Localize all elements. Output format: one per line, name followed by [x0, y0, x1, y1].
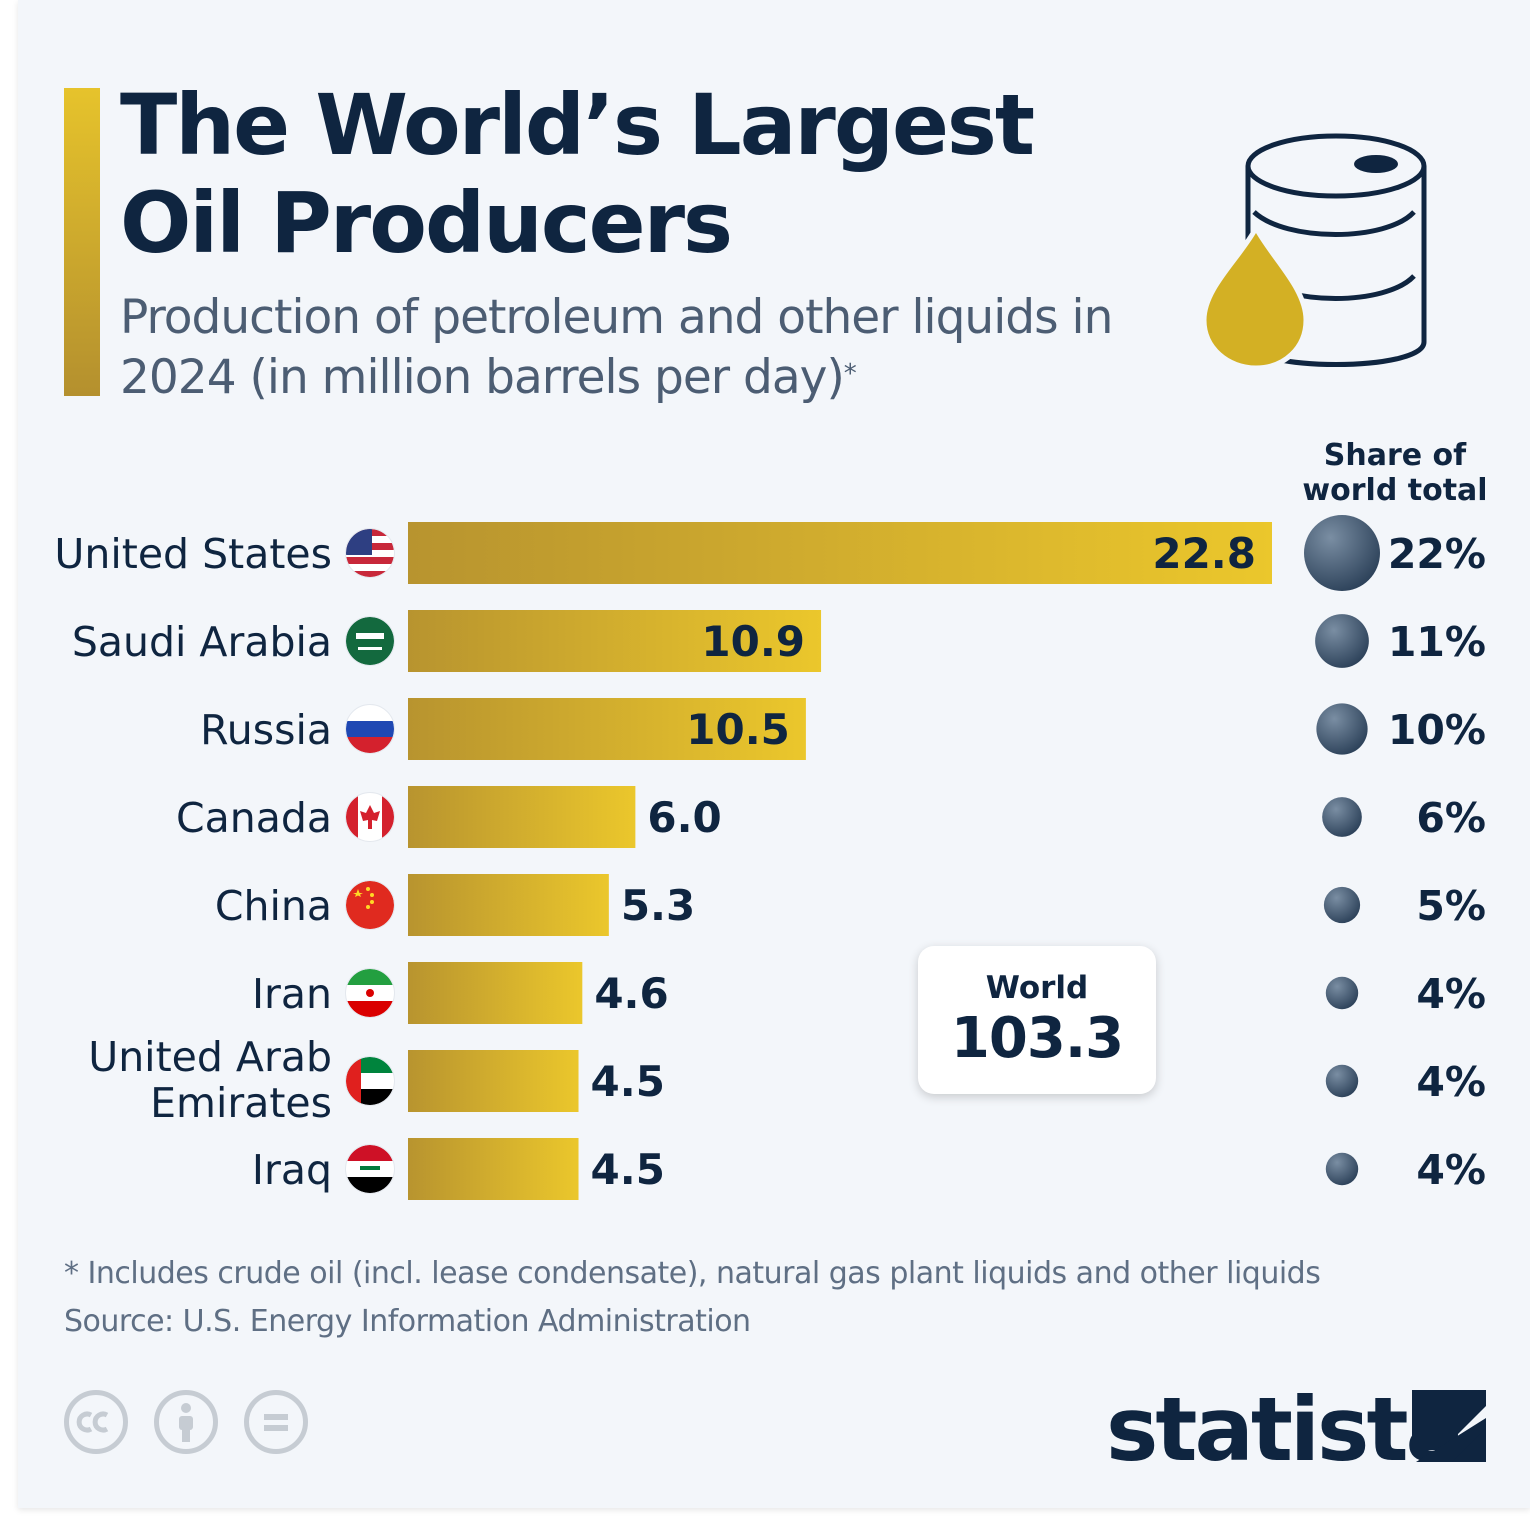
- bar-iran: [408, 962, 583, 1024]
- share-label-saudi-arabia: 11%: [1388, 618, 1486, 666]
- bar-saudi-arabia: [408, 610, 822, 672]
- share-bubble-united-arab-emirates: [1325, 1064, 1359, 1098]
- share-label-canada: 6%: [1416, 794, 1486, 842]
- share-label-united-arab-emirates: 4%: [1416, 1058, 1486, 1106]
- share-label-china: 5%: [1416, 882, 1486, 930]
- value-label-united-states: 22.8: [1152, 529, 1256, 578]
- source-note: Source: U.S. Energy Information Administ…: [64, 1304, 751, 1339]
- category-label-russia: Russia: [200, 706, 332, 754]
- share-bubble-saudi-arabia: [1315, 614, 1369, 668]
- bar-chart: United States 22.8 22% Saudi Arabia 10.9 11% R…: [54, 515, 1486, 1200]
- chart-subtitle: Production of petroleum and other liquid…: [120, 288, 1140, 408]
- share-label-iran: 4%: [1416, 970, 1486, 1018]
- cc-glyph: [76, 1411, 109, 1433]
- attribution-icon[interactable]: [154, 1390, 218, 1454]
- category-label-united-states: United States: [54, 530, 332, 578]
- value-label-iran: 4.6: [594, 969, 668, 1018]
- category-label-iraq: Iraq: [252, 1146, 332, 1194]
- subtitle-footnote-marker: *: [843, 359, 857, 389]
- share-bubble-united-states: [1304, 515, 1380, 591]
- statista-logo-icon: [1412, 1390, 1486, 1462]
- china-flag-icon: [345, 880, 395, 930]
- uae-flag-icon: [345, 1056, 395, 1106]
- share-label-iraq: 4%: [1416, 1146, 1486, 1194]
- share-bubble-china: [1323, 886, 1361, 924]
- iraq-flag-icon: [345, 1144, 395, 1194]
- share-bubble-canada: [1322, 797, 1362, 837]
- subtitle-text: Production of petroleum and other liquid…: [120, 290, 1113, 405]
- value-label-russia: 10.5: [686, 705, 790, 754]
- value-label-united-arab-emirates: 4.5: [591, 1057, 665, 1106]
- value-label-iraq: 4.5: [591, 1145, 665, 1194]
- value-label-china: 5.3: [621, 881, 695, 930]
- bar-united-arab-emirates: [408, 1050, 579, 1112]
- category-label-united-arab-emirates: United Arab Emirates: [88, 1033, 332, 1127]
- saudi-arabia-flag-icon: [345, 616, 395, 666]
- bar-china: [408, 874, 609, 936]
- cc-icon[interactable]: [64, 1390, 128, 1454]
- share-bubble-iraq: [1325, 1152, 1359, 1186]
- statista-wordmark: statista: [1106, 1378, 1462, 1474]
- bar-united-states: [408, 522, 1272, 584]
- footnote: * Includes crude oil (incl. lease conden…: [64, 1256, 1321, 1291]
- equals-glyph: [264, 1414, 288, 1431]
- no-derivatives-icon[interactable]: [244, 1390, 308, 1454]
- share-label-united-states: 22%: [1388, 530, 1486, 578]
- category-label-saudi-arabia: Saudi Arabia: [72, 618, 332, 666]
- statista-logo[interactable]: statista: [1106, 1378, 1496, 1474]
- canada-flag-icon: [345, 792, 395, 842]
- share-bubble-russia: [1316, 703, 1368, 755]
- person-glyph: [179, 1403, 193, 1442]
- category-label-canada: Canada: [176, 794, 332, 842]
- category-label-iran: Iran: [252, 970, 332, 1018]
- world-total-label: World: [985, 970, 1089, 1006]
- share-column-header: Share of world total: [1302, 438, 1488, 508]
- iran-flag-icon: [345, 968, 395, 1018]
- category-label-china: China: [215, 882, 332, 930]
- bar-russia: [408, 698, 806, 760]
- bar-canada: [408, 786, 636, 848]
- oil-drop-icon: [1201, 222, 1309, 371]
- world-total-value: 103.3: [950, 1006, 1124, 1071]
- russia-flag-icon: [345, 704, 395, 754]
- world-total-box: World 103.3: [918, 946, 1156, 1094]
- share-bubble-iran: [1325, 976, 1359, 1010]
- value-label-saudi-arabia: 10.9: [701, 617, 805, 666]
- us-flag-icon: [345, 528, 395, 578]
- value-label-canada: 6.0: [647, 793, 721, 842]
- chart-title: The World’s Largest Oil Producers: [120, 76, 1035, 272]
- share-label-russia: 10%: [1388, 706, 1486, 754]
- bar-iraq: [408, 1138, 579, 1200]
- oil-barrel-icon: [1201, 133, 1427, 371]
- title-accent-bar: [64, 88, 100, 396]
